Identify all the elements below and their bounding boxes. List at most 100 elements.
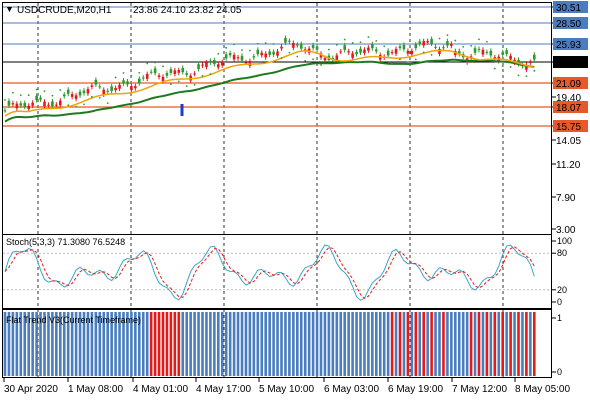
trend-bar-up xyxy=(465,312,469,376)
trend-bar-up xyxy=(59,312,62,376)
trend-bar-up xyxy=(307,312,311,376)
trend-bar-up xyxy=(23,312,27,376)
trend-bar-up xyxy=(126,312,129,376)
trend-bar-up xyxy=(315,312,319,376)
candle-body xyxy=(272,51,275,55)
trend-bar-up xyxy=(145,312,149,376)
candle-body xyxy=(343,45,346,51)
trend-bar-up xyxy=(457,312,461,376)
sar-dot xyxy=(399,58,401,61)
trend-bar-up xyxy=(339,312,343,376)
time-tick-label: 6 May 03:00 xyxy=(324,384,379,395)
trend-bar-up xyxy=(224,312,228,376)
trend-bar-up xyxy=(130,312,133,376)
menu-triangle-icon[interactable]: ▼ xyxy=(5,4,14,14)
price-label-box xyxy=(553,1,588,13)
candle-body xyxy=(11,103,15,105)
candle-body xyxy=(94,79,98,85)
trend-bar-up xyxy=(327,312,331,376)
time-tick-label: 30 Apr 2020 xyxy=(4,384,58,395)
price-label-box xyxy=(553,56,588,68)
sar-dot xyxy=(264,42,267,44)
stoch-main-line xyxy=(4,244,535,301)
candle-body xyxy=(232,54,236,60)
candle-body xyxy=(236,57,240,59)
sar-dot xyxy=(359,41,362,44)
candle-body xyxy=(299,43,303,49)
candle-body xyxy=(193,73,196,75)
candle-body xyxy=(386,50,390,56)
price-panel-frame xyxy=(2,2,552,235)
price-tick-label: 14.05 xyxy=(556,136,581,147)
trend-bar-up xyxy=(454,312,457,376)
trend-bar-up xyxy=(256,312,260,376)
sar-dot xyxy=(383,45,386,48)
trend-bar-up xyxy=(288,312,291,376)
sar-dot xyxy=(328,48,330,51)
sar-dot xyxy=(59,89,62,91)
candle-body xyxy=(438,49,441,54)
moving-averages xyxy=(4,34,536,123)
sar-dot xyxy=(241,49,243,52)
sar-dot xyxy=(67,104,70,107)
candle-body xyxy=(149,71,153,73)
sar-dot xyxy=(83,103,85,106)
trend-bar-up xyxy=(284,312,287,376)
candle-body xyxy=(185,73,188,75)
candle-body xyxy=(509,55,512,60)
sar-dot xyxy=(209,73,212,75)
candle-body xyxy=(351,53,354,58)
candle-body xyxy=(90,85,94,87)
trend-bar-up xyxy=(375,312,378,376)
trend-bar-up xyxy=(347,312,350,376)
trend-bar-up xyxy=(197,312,200,376)
candle-body xyxy=(276,51,279,56)
trend-bar-up xyxy=(118,312,121,376)
candle-body xyxy=(489,50,493,56)
sar-dot xyxy=(351,41,354,44)
flat-trend-tick-label: 0 xyxy=(557,367,562,377)
trend-bar-down xyxy=(406,312,410,376)
sar-dot xyxy=(367,36,370,39)
price-levels xyxy=(3,6,551,127)
fast-ma-line xyxy=(4,49,535,117)
trend-bar-down xyxy=(398,312,402,376)
candle-body xyxy=(252,56,256,58)
trend-bar-up xyxy=(489,312,493,376)
stoch-tick-label: 0 xyxy=(557,297,562,307)
time-tick-label: 1 May 08:00 xyxy=(68,384,123,395)
trend-bar-up xyxy=(232,312,236,376)
candle-body xyxy=(27,105,30,110)
trend-bar-down xyxy=(485,312,489,376)
candle-body xyxy=(473,48,477,53)
sar-dot xyxy=(335,43,338,46)
stoch-signal-line xyxy=(4,246,535,300)
candle-body xyxy=(122,80,125,84)
sar-dot xyxy=(185,85,188,88)
sar-dot xyxy=(51,94,54,97)
sar-dot xyxy=(288,51,291,54)
time-tick-label: 4 May 17:00 xyxy=(196,384,251,395)
trend-bar-up xyxy=(335,312,339,376)
candle-body xyxy=(228,52,232,56)
trend-bar-up xyxy=(386,312,390,376)
price-tick-label: 15.75 xyxy=(556,122,581,133)
time-axis: 30 Apr 2020 1 May 08:00 4 May 01:00 4 May 1… xyxy=(3,378,570,395)
trend-bar-up xyxy=(292,312,295,376)
chart-ohlc-values: 23.86 24.10 23.82 24.05 xyxy=(133,5,242,16)
candle-body xyxy=(240,55,244,61)
trend-bar-up xyxy=(193,312,196,376)
sar-dot xyxy=(296,55,299,58)
candle-body xyxy=(39,97,42,100)
candle-body xyxy=(62,94,66,97)
sar-dot xyxy=(343,38,346,41)
trend-bar-up xyxy=(27,312,30,376)
trend-bar-down xyxy=(525,312,528,376)
sar-dot xyxy=(438,37,441,40)
trend-bar-up xyxy=(122,312,125,376)
sar-dot xyxy=(407,61,409,64)
trend-bar-up xyxy=(394,312,398,376)
candle-body xyxy=(82,90,86,94)
candle-body xyxy=(126,81,129,85)
